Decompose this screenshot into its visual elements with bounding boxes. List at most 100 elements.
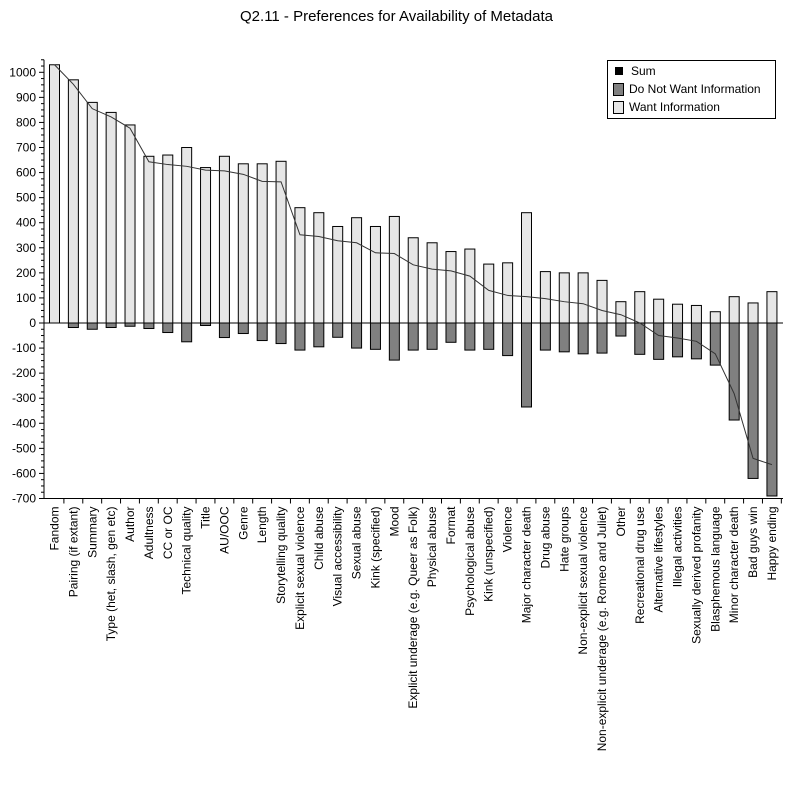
bar-do-not-want — [407, 322, 419, 351]
y-tick-label: 600 — [16, 166, 36, 180]
bar-want — [690, 304, 702, 324]
bar-want — [256, 163, 268, 324]
x-tick-label: Mood — [387, 506, 401, 536]
x-tick-label: Pairing (if extant) — [66, 506, 80, 597]
bar-want — [445, 251, 457, 324]
bar-want — [351, 217, 363, 324]
bar-do-not-want — [351, 322, 363, 349]
y-tick-label: -200 — [12, 366, 36, 380]
x-tick-label: Happy ending — [765, 506, 779, 580]
bar-want — [596, 279, 608, 324]
bar-want — [558, 272, 570, 324]
bar-do-not-want — [105, 322, 117, 329]
bar-do-not-want — [615, 322, 627, 337]
bar-do-not-want — [67, 322, 79, 329]
bar-do-not-want — [313, 322, 325, 348]
bar-do-not-want — [256, 322, 268, 342]
x-tick-label: Bad guys win — [746, 506, 760, 577]
legend-label-do-not-want: Do Not Want Information — [629, 82, 761, 96]
y-tick-label: 700 — [16, 141, 36, 155]
bar-want — [86, 101, 98, 324]
bar-do-not-want — [577, 322, 589, 355]
x-tick-label: Length — [255, 506, 269, 543]
bar-want — [521, 212, 532, 324]
bar-want — [728, 296, 740, 324]
bar-do-not-want — [294, 322, 306, 351]
legend-item-want: Want Information — [613, 99, 720, 115]
x-tick-label: Explicit underage (e.g. Queer as Folk) — [406, 506, 420, 708]
x-tick-label: Illegal activities — [671, 506, 685, 587]
bar-do-not-want — [747, 322, 759, 479]
x-tick-label: AU/OOC — [217, 506, 231, 554]
x-tick-label: Minor character death — [727, 506, 741, 623]
x-tick-label: Author — [123, 506, 137, 541]
x-tick-label: Fandom — [48, 506, 62, 550]
legend: Sum Do Not Want Information Want Informa… — [607, 60, 776, 119]
bar-want — [162, 154, 174, 324]
bar-want — [388, 215, 400, 324]
legend-swatch-want — [613, 100, 624, 114]
bar-do-not-want — [539, 322, 551, 351]
y-tick-label: -300 — [12, 391, 36, 405]
bar-do-not-want — [521, 322, 532, 408]
bar-want — [483, 263, 495, 324]
bar-do-not-want — [332, 322, 344, 338]
x-tick-label: Non-explicit sexual violence — [576, 506, 590, 654]
x-tick-label: Major character death — [520, 506, 534, 623]
x-tick-label: Sexually derived profanity — [689, 506, 703, 643]
bar-want — [275, 160, 287, 324]
bar-do-not-want — [86, 322, 98, 330]
bar-want — [407, 237, 419, 324]
x-tick-label: Blasphemous language — [708, 506, 722, 632]
y-tick-label: 300 — [16, 241, 36, 255]
bar-do-not-want — [369, 322, 381, 350]
y-tick-label: 500 — [16, 191, 36, 205]
bar-want — [464, 248, 476, 324]
y-tick-label: -500 — [12, 441, 36, 455]
bar-do-not-want — [502, 322, 514, 357]
y-tick-label: 400 — [16, 216, 36, 230]
x-tick-label: Drug abuse — [538, 506, 552, 568]
legend-label-sum: Sum — [631, 64, 656, 78]
bar-do-not-want — [558, 322, 570, 353]
x-tick-label: Recreational drug use — [633, 506, 647, 624]
bar-want — [237, 163, 249, 324]
x-tick-label: Sexual abuse — [350, 506, 364, 579]
bar-do-not-want — [672, 322, 684, 358]
y-tick-label: -600 — [12, 466, 36, 480]
bar-want — [67, 79, 79, 324]
legend-label-want: Want Information — [629, 100, 720, 114]
bar-do-not-want — [162, 322, 174, 334]
bar-do-not-want — [275, 322, 287, 345]
y-tick-label: 200 — [16, 266, 36, 280]
y-tick-label: 900 — [16, 90, 36, 104]
bar-do-not-want — [181, 322, 193, 343]
bar-want — [143, 155, 155, 324]
bar-do-not-want — [483, 322, 495, 350]
y-tick-label: 800 — [16, 115, 36, 129]
bar-do-not-want — [464, 322, 476, 351]
x-tick-label: Kink (unspecified) — [482, 506, 496, 601]
bar-do-not-want — [143, 322, 155, 330]
bar-want — [539, 271, 551, 324]
bar-do-not-want — [237, 322, 249, 335]
chart-title: Q2.11 - Preferences for Availability of … — [240, 8, 553, 25]
x-tick-label: Kink (specified) — [368, 506, 382, 588]
bar-do-not-want — [426, 322, 438, 350]
bar-want — [105, 111, 117, 324]
bar-do-not-want — [766, 322, 778, 497]
x-tick-label: CC or OC — [161, 506, 175, 559]
bar-want — [766, 291, 778, 324]
bar-want — [502, 262, 514, 324]
x-tick-label: Genre — [236, 506, 250, 540]
bar-want — [426, 242, 438, 324]
x-tick-label: Format — [444, 506, 458, 545]
bar-want — [124, 124, 136, 324]
bar-want — [672, 303, 684, 324]
bar-want — [181, 147, 193, 324]
legend-swatch-sum — [615, 67, 623, 75]
y-tick-label: -400 — [12, 416, 36, 430]
bar-do-not-want — [653, 322, 665, 360]
bar-want — [49, 64, 60, 324]
